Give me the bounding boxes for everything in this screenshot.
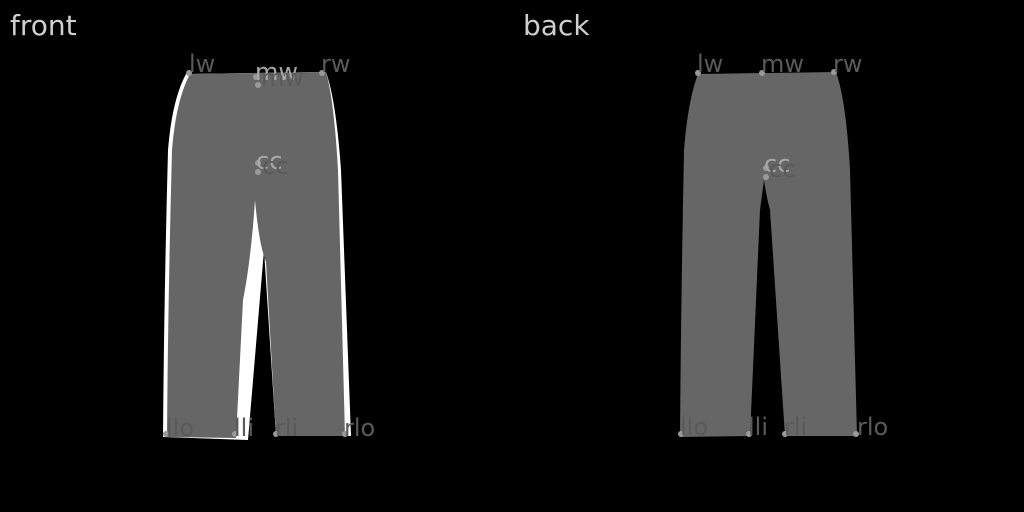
front-lli-label: lli: [234, 414, 254, 442]
back-view-label: back: [523, 9, 590, 42]
back-lli-point: [746, 431, 752, 437]
front-cc-label: cc: [262, 152, 288, 180]
back-cc-point-2: [763, 174, 769, 180]
back-rw-point: [831, 69, 837, 75]
back-rli-point: [782, 431, 788, 437]
back-pants-silhouette: [680, 72, 857, 437]
back-pants-view: lw mw rw cc cc llo lli rli rlo: [678, 50, 888, 441]
front-cc-point: [255, 160, 261, 166]
front-mw-label-shadow: mw: [255, 58, 298, 86]
front-mw-point: [253, 74, 259, 80]
back-mw-point: [759, 70, 765, 76]
back-cc-label: cc: [769, 155, 795, 183]
back-mw-label: mw: [761, 50, 804, 78]
back-llo-label: llo: [680, 413, 708, 441]
back-lw-label: lw: [697, 50, 723, 78]
front-llo-point: [163, 431, 169, 437]
back-lw-point: [695, 70, 701, 76]
front-rli-label: rli: [275, 414, 298, 442]
front-cc-label-shadow: cc: [256, 147, 282, 175]
front-view-label: front: [10, 9, 77, 42]
back-rlo-label: rlo: [857, 413, 888, 441]
back-llo-point: [678, 431, 684, 437]
front-mw-point-2: [255, 82, 261, 88]
front-rlo-point: [342, 431, 348, 437]
front-pants-silhouette: [167, 72, 345, 438]
front-cc-point-2: [255, 169, 261, 175]
back-cc-point: [763, 165, 769, 171]
back-lli-label: lli: [748, 413, 768, 441]
front-pants-view: lw mw mw rw cc cc llo lli rli rlo: [163, 50, 375, 442]
front-rli-point: [273, 431, 279, 437]
front-rw-point: [319, 70, 325, 76]
front-mw-label: mw: [261, 64, 304, 92]
back-rli-label: rli: [784, 413, 807, 441]
back-rw-label: rw: [833, 50, 863, 78]
front-rlo-label: rlo: [344, 414, 375, 442]
front-lli-point: [232, 431, 238, 437]
front-lw-label: lw: [189, 50, 215, 78]
back-rlo-point: [853, 431, 859, 437]
front-lw-point: [186, 70, 192, 76]
back-cc-label-shadow: cc: [764, 150, 790, 178]
front-rw-label: rw: [321, 50, 351, 78]
front-llo-label: llo: [166, 414, 194, 442]
